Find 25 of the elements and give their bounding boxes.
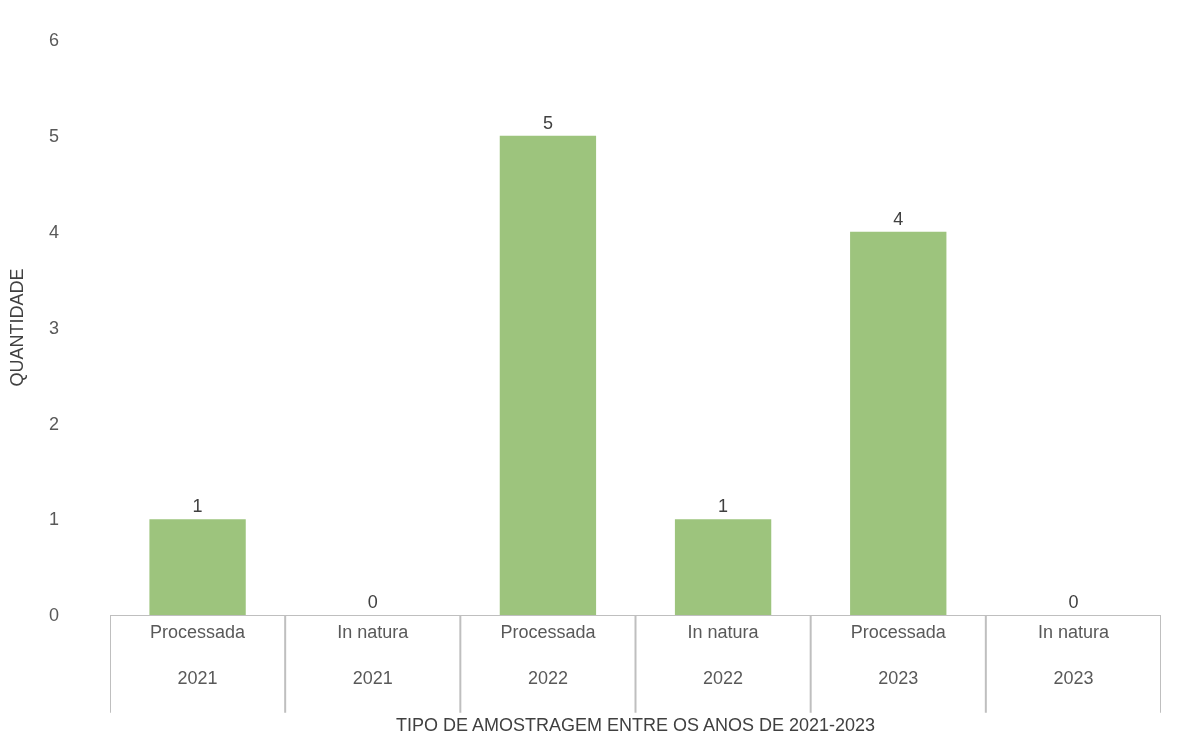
y-tick-label: 3 [48, 317, 59, 338]
data-label: 0 [1068, 592, 1079, 612]
y-tick-label: 2 [48, 413, 59, 434]
data-label: 1 [192, 496, 203, 517]
bar [149, 519, 246, 615]
category-label: In natura 2023 [1037, 621, 1109, 689]
y-tick-label: 4 [48, 221, 59, 242]
y-tick-label: 5 [48, 126, 59, 147]
y-tick-label: 6 [48, 30, 59, 51]
y-tick-label: 1 [48, 509, 59, 530]
data-label: 5 [542, 112, 553, 133]
bar [499, 135, 597, 615]
bar [850, 231, 947, 615]
category-label: In natura 2022 [687, 621, 759, 689]
category-label: Processada 2022 [500, 621, 596, 689]
bar [674, 519, 772, 615]
y-axis-title: QUANTIDADE [7, 268, 28, 387]
data-label: 1 [718, 496, 729, 517]
data-label: 0 [367, 592, 378, 612]
category-label: Processada 2023 [850, 621, 946, 689]
y-tick-label: 0 [48, 605, 59, 626]
category-label: In natura 2021 [337, 621, 409, 689]
x-axis-title: TIPO DE AMOSTRAGEM ENTRE OS ANOS DE 2021-2023 [395, 714, 876, 735]
data-label: 4 [893, 208, 904, 229]
category-label: Processada 2021 [150, 621, 246, 689]
